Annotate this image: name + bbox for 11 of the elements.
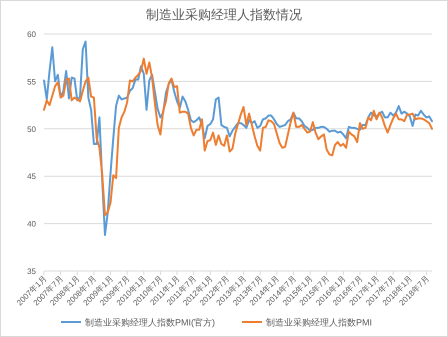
y-tick-label: 35 <box>27 267 37 276</box>
y-tick-label: 55 <box>27 77 37 86</box>
line-series <box>43 58 433 216</box>
legend-label: 制造业采购经理人指数PMI <box>266 318 372 328</box>
y-tick-label: 45 <box>27 172 37 182</box>
line-series <box>43 40 433 236</box>
y-tick-label: 60 <box>27 30 37 39</box>
chart-title: 制造业采购经理人指数情况 <box>146 7 302 22</box>
y-tick-label: 50 <box>27 124 37 134</box>
legend-label: 制造业采购经理人指数PMI(官方) <box>85 318 215 328</box>
y-tick-label: 40 <box>27 220 37 229</box>
